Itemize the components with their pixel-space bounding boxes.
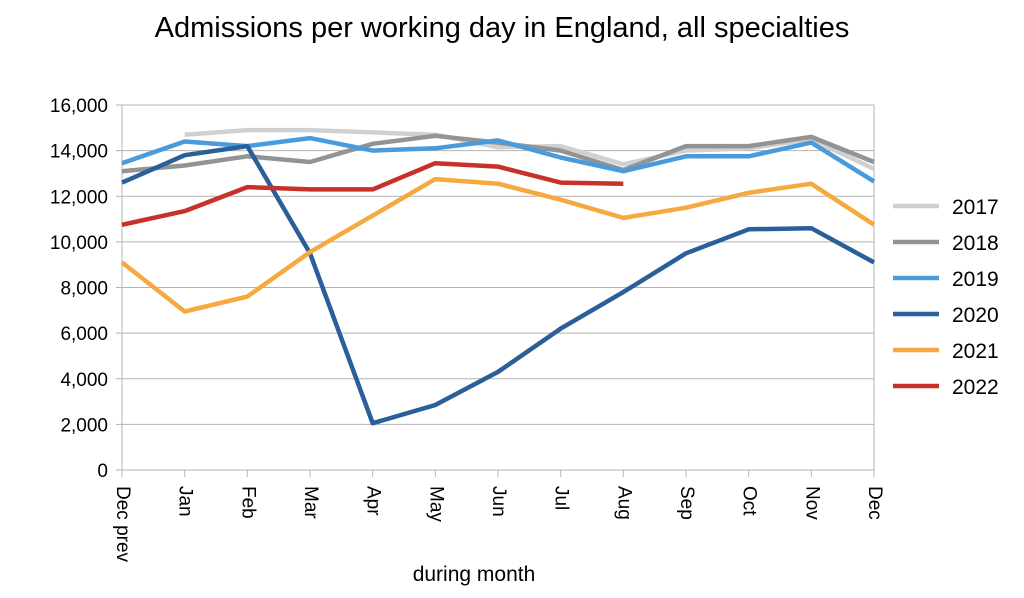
x-axis-title: during month <box>413 563 536 586</box>
x-tick-label: Dec prev <box>112 486 133 563</box>
series-lines <box>120 127 876 426</box>
x-axis-ticks: Dec prev Jan Feb Mar Apr May Jun Jul Aug Sep Oct No… <box>112 486 885 563</box>
x-tick-label: Apr <box>363 486 384 516</box>
x-tick-label: Sep <box>676 486 697 520</box>
x-tick-label: Feb <box>237 486 258 519</box>
x-tick-label: Dec <box>864 486 885 520</box>
series-line-2022 <box>121 160 624 227</box>
x-tick-label: Nov <box>801 486 822 520</box>
y-tick-label: 12,000 <box>50 187 108 208</box>
y-tick-label: 4,000 <box>60 370 108 391</box>
y-tick-label: 6,000 <box>60 324 108 345</box>
x-tick-label: Mar <box>300 486 321 519</box>
y-tick-label: 0 <box>97 461 108 482</box>
series-line-2021 <box>120 176 876 314</box>
x-tick-label: May <box>425 486 446 522</box>
x-tick-label: Jan <box>175 486 196 517</box>
legend-label-2017: 2017 <box>952 196 999 219</box>
y-tick-label: 14,000 <box>50 142 108 163</box>
x-tick-label: Oct <box>739 486 760 516</box>
legend-label-2022: 2022 <box>952 376 999 399</box>
legend-label-2019: 2019 <box>952 268 999 291</box>
y-tick-label: 2,000 <box>60 415 108 436</box>
legend-label-2018: 2018 <box>952 232 999 255</box>
x-tick-label: Aug <box>613 486 634 520</box>
series-line-2020 <box>121 143 876 426</box>
legend: 2017 2018 2019 2020 2021 2022 <box>893 196 999 399</box>
chart-title: Admissions per working day in England, a… <box>154 12 850 44</box>
x-tick-label: Jun <box>488 486 509 517</box>
plot-area-frame <box>121 104 875 471</box>
y-tick-label: 10,000 <box>50 233 108 254</box>
legend-label-2020: 2020 <box>952 304 999 327</box>
y-tick-label: 16,000 <box>50 96 108 117</box>
legend-label-2021: 2021 <box>952 340 999 363</box>
y-axis-ticks: 0 2,000 4,000 6,000 8,000 10,000 12,000 14,000 1… <box>50 96 108 482</box>
y-tick-label: 8,000 <box>60 279 108 300</box>
x-tick-label: Jul <box>551 486 572 510</box>
